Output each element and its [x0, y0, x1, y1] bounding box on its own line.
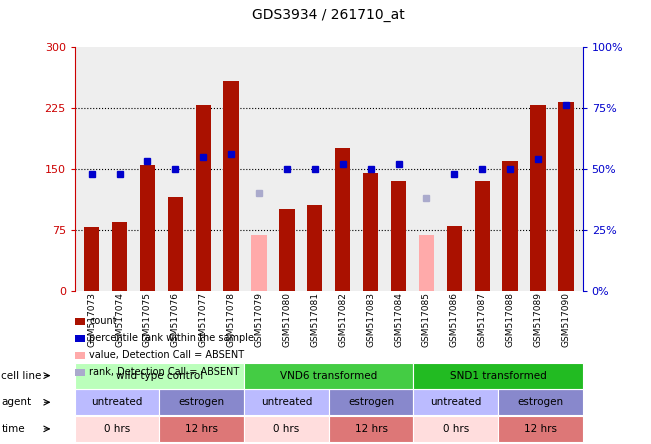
Bar	[168, 197, 183, 291]
Bar	[112, 222, 127, 291]
Bar	[251, 235, 267, 291]
Text: SND1 transformed: SND1 transformed	[450, 371, 546, 381]
Text: GDS3934 / 261710_at: GDS3934 / 261710_at	[253, 8, 405, 22]
Text: VND6 transformed: VND6 transformed	[280, 371, 378, 381]
Bar	[84, 227, 99, 291]
Bar	[307, 205, 322, 291]
Bar	[391, 181, 406, 291]
Bar	[223, 81, 239, 291]
Text: 12 hrs: 12 hrs	[524, 424, 557, 434]
Bar	[140, 165, 155, 291]
Text: cell line: cell line	[1, 371, 42, 381]
Text: 0 hrs: 0 hrs	[443, 424, 469, 434]
Text: value, Detection Call = ABSENT: value, Detection Call = ABSENT	[89, 350, 244, 360]
Text: wild type control: wild type control	[116, 371, 203, 381]
Text: estrogen: estrogen	[179, 397, 225, 407]
Text: 12 hrs: 12 hrs	[186, 424, 218, 434]
Bar	[335, 148, 350, 291]
Bar	[531, 105, 546, 291]
Text: time: time	[1, 424, 25, 434]
Bar	[195, 105, 211, 291]
Bar	[475, 181, 490, 291]
Text: rank, Detection Call = ABSENT: rank, Detection Call = ABSENT	[89, 367, 240, 377]
Text: percentile rank within the sample: percentile rank within the sample	[89, 333, 254, 343]
Text: estrogen: estrogen	[518, 397, 563, 407]
Bar	[558, 102, 574, 291]
Text: untreated: untreated	[261, 397, 312, 407]
Bar	[447, 226, 462, 291]
Bar	[279, 210, 294, 291]
Bar	[363, 173, 378, 291]
Text: 0 hrs: 0 hrs	[104, 424, 130, 434]
Text: 0 hrs: 0 hrs	[273, 424, 299, 434]
Text: untreated: untreated	[92, 397, 143, 407]
Text: agent: agent	[1, 397, 31, 407]
Text: untreated: untreated	[430, 397, 481, 407]
Text: estrogen: estrogen	[348, 397, 394, 407]
Bar	[503, 161, 518, 291]
Bar	[419, 235, 434, 291]
Text: 12 hrs: 12 hrs	[355, 424, 387, 434]
Text: count: count	[89, 317, 117, 326]
